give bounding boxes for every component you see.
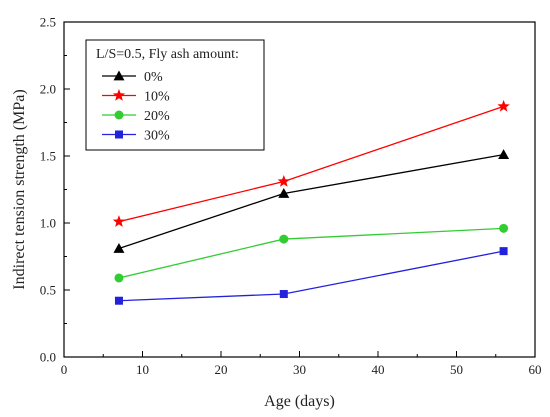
legend-items: 0% 10% 20% 30% bbox=[102, 70, 170, 144]
data-point bbox=[277, 174, 290, 187]
series-layer bbox=[112, 99, 510, 305]
data-point bbox=[114, 296, 123, 305]
x-tick-label: 30 bbox=[293, 362, 306, 377]
y-axis-label: Indirect tension strength (MPa) bbox=[11, 89, 28, 289]
plot-frame bbox=[63, 21, 536, 358]
legend-marker bbox=[115, 130, 123, 139]
legend-label: 30% bbox=[144, 129, 170, 144]
x-tick-label: 0 bbox=[61, 362, 68, 377]
legend-title: L/S=0.5, Fly ash amount: bbox=[96, 47, 239, 62]
data-point bbox=[497, 99, 510, 112]
legend-item: 10% bbox=[102, 89, 170, 105]
x-axis-label: Age (days) bbox=[264, 393, 335, 410]
tick-layer: 0 10 20 30 40 50 60 0.0 0.5 1.0 1.5 2.0 2.5 bbox=[40, 15, 542, 378]
y-tick-label: 1.5 bbox=[40, 149, 56, 164]
legend-marker bbox=[113, 70, 125, 81]
legend-item: 20% bbox=[102, 109, 170, 124]
legend-label: 20% bbox=[144, 109, 170, 124]
x-tick-label: 10 bbox=[136, 362, 149, 377]
data-point bbox=[279, 290, 288, 299]
legend-item: 0% bbox=[102, 70, 163, 85]
data-point bbox=[499, 223, 509, 233]
legend-item: 30% bbox=[102, 129, 170, 144]
x-tick-label: 40 bbox=[372, 362, 385, 377]
legend-label: 0% bbox=[144, 70, 163, 85]
x-tick-label: 50 bbox=[450, 362, 463, 377]
data-point bbox=[114, 273, 124, 283]
x-tick-label: 20 bbox=[215, 362, 228, 377]
data-point bbox=[278, 188, 290, 198]
series-line bbox=[118, 227, 504, 279]
y-tick-label: 2.5 bbox=[40, 15, 56, 30]
x-tick-label: 60 bbox=[529, 362, 542, 377]
legend: L/S=0.5, Fly ash amount: 0% 10% 20% 30% bbox=[85, 39, 265, 151]
legend-label: 10% bbox=[144, 90, 170, 105]
data-point bbox=[498, 149, 510, 160]
data-point bbox=[112, 215, 126, 227]
series-1 bbox=[112, 99, 510, 227]
y-tick-label: 2.0 bbox=[40, 82, 56, 97]
series-line bbox=[118, 154, 504, 250]
y-tick-label: 0.5 bbox=[40, 283, 56, 298]
series-2 bbox=[114, 223, 509, 283]
data-point bbox=[113, 242, 125, 253]
data-point bbox=[499, 247, 508, 256]
y-tick-label: 1.0 bbox=[40, 216, 56, 231]
series-0 bbox=[113, 149, 510, 253]
series-line bbox=[118, 250, 504, 302]
y-tick-label: 0.0 bbox=[40, 350, 56, 365]
data-point bbox=[279, 234, 289, 244]
legend-marker bbox=[112, 89, 126, 101]
legend-marker bbox=[114, 110, 124, 120]
series-3 bbox=[114, 247, 508, 305]
